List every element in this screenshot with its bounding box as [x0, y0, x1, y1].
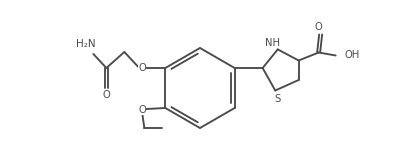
Text: O: O: [102, 90, 110, 100]
Text: S: S: [274, 94, 280, 103]
Text: NH: NH: [265, 38, 280, 48]
Text: O: O: [138, 105, 146, 115]
Text: O: O: [138, 63, 146, 73]
Text: H₂N: H₂N: [75, 39, 95, 49]
Text: O: O: [314, 23, 322, 32]
Text: OH: OH: [344, 51, 359, 60]
